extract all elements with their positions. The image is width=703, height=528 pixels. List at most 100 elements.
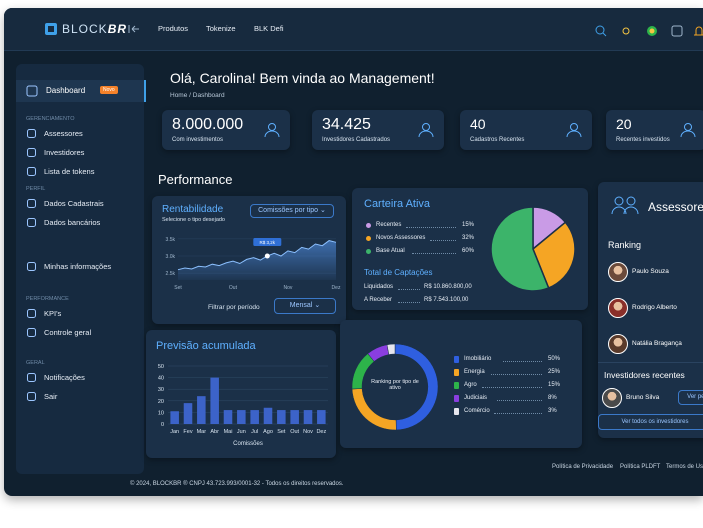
legend-label: Novos Assessores <box>376 235 426 241</box>
all-investors-button[interactable]: Ver todos os investidores <box>598 414 703 430</box>
y-tick-label: 40 <box>158 376 164 382</box>
menu-label: Dashboard <box>46 86 86 95</box>
bar <box>170 411 179 424</box>
stat-card: 40 Cadastros Recentes <box>460 110 592 150</box>
donut-chart <box>351 343 439 431</box>
legend-value: 50% <box>548 356 561 362</box>
leader <box>412 253 456 254</box>
bar <box>183 403 193 424</box>
icon <box>26 85 38 97</box>
total-value: R$ 7.543.100,00 <box>424 297 469 303</box>
nav-link[interactable]: Produtos <box>158 24 189 33</box>
y-tick-label: 3.5k <box>166 237 176 243</box>
y-tick-label: 2.5k <box>166 271 176 277</box>
menu-item[interactable]: Investidores <box>44 148 85 157</box>
legend-label: Energia <box>464 369 485 375</box>
stat-label: Com investimentos <box>172 137 224 143</box>
logo: BLOCKBR <box>62 22 127 36</box>
bar <box>237 410 246 424</box>
menu-item[interactable]: Assessores <box>44 129 83 138</box>
legend-dot <box>366 236 371 241</box>
person-name: Bruno Silva <box>626 394 660 401</box>
legend-dot <box>454 382 459 389</box>
icon <box>27 129 36 138</box>
menu-item[interactable]: Controle geral <box>44 328 92 337</box>
y-tick-label: 50 <box>158 364 164 370</box>
menu-item[interactable]: KPI's <box>44 309 62 318</box>
legend-value: 3% <box>548 408 557 414</box>
legend-label: Recentes <box>376 222 402 228</box>
icon <box>27 328 36 337</box>
crumb[interactable]: Home <box>170 92 188 99</box>
bar <box>277 410 286 424</box>
crumb: Dashboard <box>192 92 225 99</box>
legend-value: 8% <box>548 395 557 401</box>
footer-link[interactable]: Termos de Uso <box>666 464 703 470</box>
stat-value: 20 <box>616 116 632 132</box>
area <box>178 240 336 280</box>
people-icon <box>611 196 639 215</box>
menu-item[interactable]: Notificações <box>44 373 85 382</box>
toolbar-icons <box>595 25 703 37</box>
leader <box>406 227 456 228</box>
stat-value: 34.425 <box>322 116 371 133</box>
x-tick-label: Out <box>290 429 299 435</box>
x-tick-label: Dez <box>332 285 341 291</box>
leader <box>491 374 542 375</box>
icon-part <box>422 123 430 131</box>
bar <box>317 410 326 424</box>
footer-link[interactable]: Política de Privacidade <box>552 464 614 470</box>
y-tick-label: 0 <box>161 422 164 428</box>
menu-item[interactable]: Dados Cadastrais <box>44 199 104 208</box>
active-item[interactable]: Dashboard Novo <box>16 80 146 102</box>
period-dropdown[interactable]: Mensal ⌄ <box>274 298 336 314</box>
icon-part <box>684 123 692 131</box>
menu-section: GERENCIAMENTO <box>26 116 75 122</box>
avatar <box>608 262 628 282</box>
legend-label: Judiciais <box>464 395 488 401</box>
x-tick-label: Dez <box>316 429 326 435</box>
x-tick-label: Fev <box>183 429 192 435</box>
menu-item[interactable]: Minhas informações <box>44 262 112 271</box>
x-tick-label: Ago <box>263 429 273 435</box>
bar <box>303 410 313 424</box>
legend-value: 60% <box>462 248 475 254</box>
footer-link[interactable]: Política PLDFT <box>620 464 661 470</box>
profile-button[interactable]: Ver perfil <box>678 390 703 405</box>
totals-title: Total de Captações <box>364 268 433 277</box>
logo-icon <box>45 23 57 35</box>
rentabilidade-card: Rentabilidade Selecione o tipo desejado … <box>152 196 346 324</box>
x-tick-label: Nov <box>283 285 292 291</box>
legend-dot <box>454 395 459 402</box>
leader <box>430 240 456 241</box>
stat-card: 34.425 Investidores Cadastrados <box>312 110 444 150</box>
menu-section: GERAL <box>26 360 45 366</box>
legend-label: Agro <box>464 382 477 388</box>
tooltip-bg <box>253 238 282 246</box>
leader <box>497 400 542 401</box>
icon <box>27 218 36 227</box>
stat-label: Cadastros Recentes <box>470 137 525 143</box>
menu-item[interactable]: Sair <box>44 392 58 401</box>
x-tick-label: Set <box>174 285 182 291</box>
leader <box>503 361 542 362</box>
card-title: Carteira Ativa <box>364 198 431 210</box>
icon <box>27 167 36 176</box>
collapse-icon[interactable] <box>128 24 140 34</box>
icon <box>27 392 36 401</box>
pie-chart <box>490 206 576 292</box>
x-tick-label: Nov <box>303 429 313 435</box>
bar <box>223 410 233 424</box>
menu-item[interactable]: Dados bancários <box>44 218 101 227</box>
stat-icon <box>264 123 280 138</box>
stat-icon <box>418 123 434 138</box>
nav-link[interactable]: BLK Defi <box>254 24 284 33</box>
legend-label: Comércio <box>464 408 490 414</box>
menu-item[interactable]: Lista de tokens <box>44 167 95 176</box>
card-title: Rentabilidade <box>162 204 224 215</box>
type-dropdown[interactable]: Comissões por tipo ⌄ <box>250 204 334 218</box>
nav-link[interactable]: Tokenize <box>206 24 236 33</box>
x-tick-label: Jul <box>251 429 258 435</box>
recent-title: Investidores recentes <box>604 370 685 380</box>
